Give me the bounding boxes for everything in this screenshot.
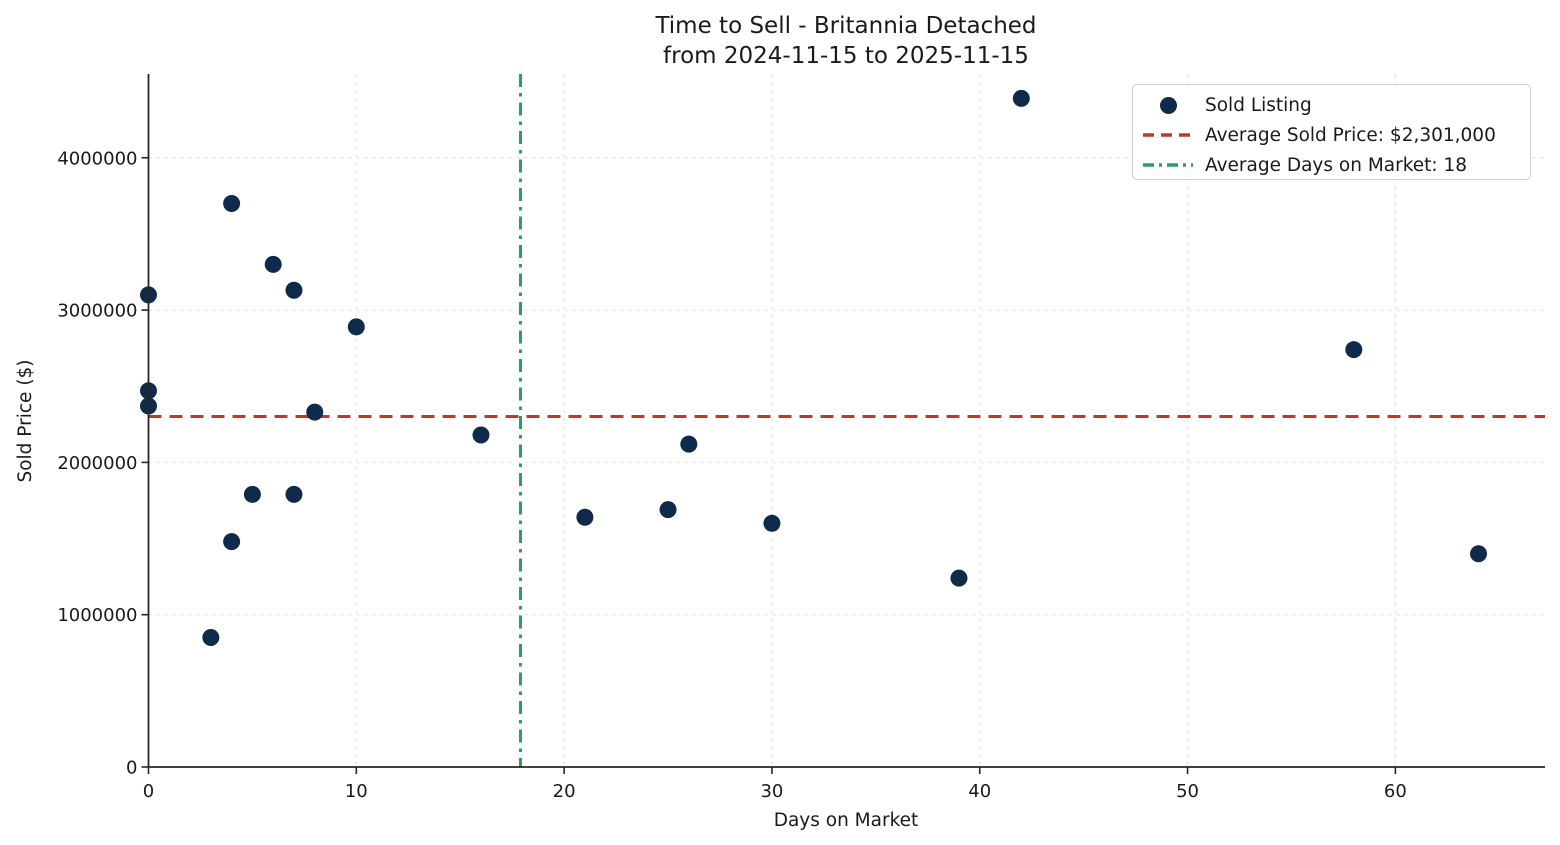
x-tick-label: 10 (345, 781, 368, 802)
scatter-dot-icon (1159, 96, 1177, 114)
y-tick-label: 2000000 (57, 453, 137, 474)
scatter-point (950, 569, 968, 587)
y-tick-label: 3000000 (57, 301, 137, 322)
scatter-point (306, 403, 324, 421)
legend-item-avg-sold-price: Average Sold Price: $2,301,000 (1133, 120, 1530, 150)
chart-title-line2: from 2024-11-15 to 2025-11-15 (663, 43, 1029, 69)
scatter-point (202, 629, 220, 647)
avg-sold-price-marker (1143, 132, 1193, 138)
legend: Sold Listing Average Sold Price: $2,301,… (1132, 84, 1531, 180)
y-axis-label: Sold Price ($) (15, 359, 36, 482)
x-tick-label: 50 (1176, 781, 1199, 802)
scatter-point (659, 501, 677, 519)
sold-listing-marker (1143, 96, 1193, 114)
x-axis-label: Days on Market (774, 810, 919, 831)
scatter-point (1345, 341, 1363, 359)
avg-days-on-market-marker (1143, 162, 1193, 168)
x-tick-label: 40 (968, 781, 991, 802)
scatter-point (243, 485, 261, 503)
legend-label-avg-sold-price: Average Sold Price: $2,301,000 (1205, 124, 1496, 146)
scatter-point (472, 426, 490, 444)
x-tick-label: 30 (760, 781, 783, 802)
axes-layer: 0 10 20 30 40 50 60 0 1000000 2000000 3000000 40000… (57, 74, 1545, 802)
x-tick-label: 20 (553, 781, 576, 802)
x-tick-label: 0 (143, 781, 154, 802)
scatter-point (1012, 89, 1030, 107)
scatter-point (576, 508, 594, 526)
scatter-point (763, 514, 781, 532)
scatter-point (680, 435, 698, 453)
dashed-line-icon (1143, 133, 1193, 137)
x-tick-label: 60 (1384, 781, 1407, 802)
legend-item-sold-listing: Sold Listing (1133, 90, 1530, 120)
legend-label-avg-days-on-market: Average Days on Market: 18 (1205, 154, 1468, 176)
scatter-point (223, 533, 241, 551)
chart-title-line1: Time to Sell - Britannia Detached (654, 13, 1036, 39)
scatter-point (1470, 545, 1487, 563)
y-tick-label: 1000000 (57, 605, 137, 626)
legend-item-avg-days-on-market: Average Days on Market: 18 (1133, 150, 1530, 180)
legend-label-sold-listing: Sold Listing (1205, 94, 1312, 116)
dashdot-line-icon (1143, 163, 1193, 167)
scatter-point (347, 318, 365, 336)
scatter-point (223, 194, 241, 212)
scatter-point (264, 255, 282, 273)
reference-lines-layer (148, 74, 1545, 767)
y-tick-label: 0 (126, 758, 137, 779)
scatter-point (285, 485, 303, 503)
y-tick-label: 4000000 (57, 148, 137, 169)
scatter-points-layer (140, 89, 1487, 647)
scatter-point (285, 281, 303, 299)
